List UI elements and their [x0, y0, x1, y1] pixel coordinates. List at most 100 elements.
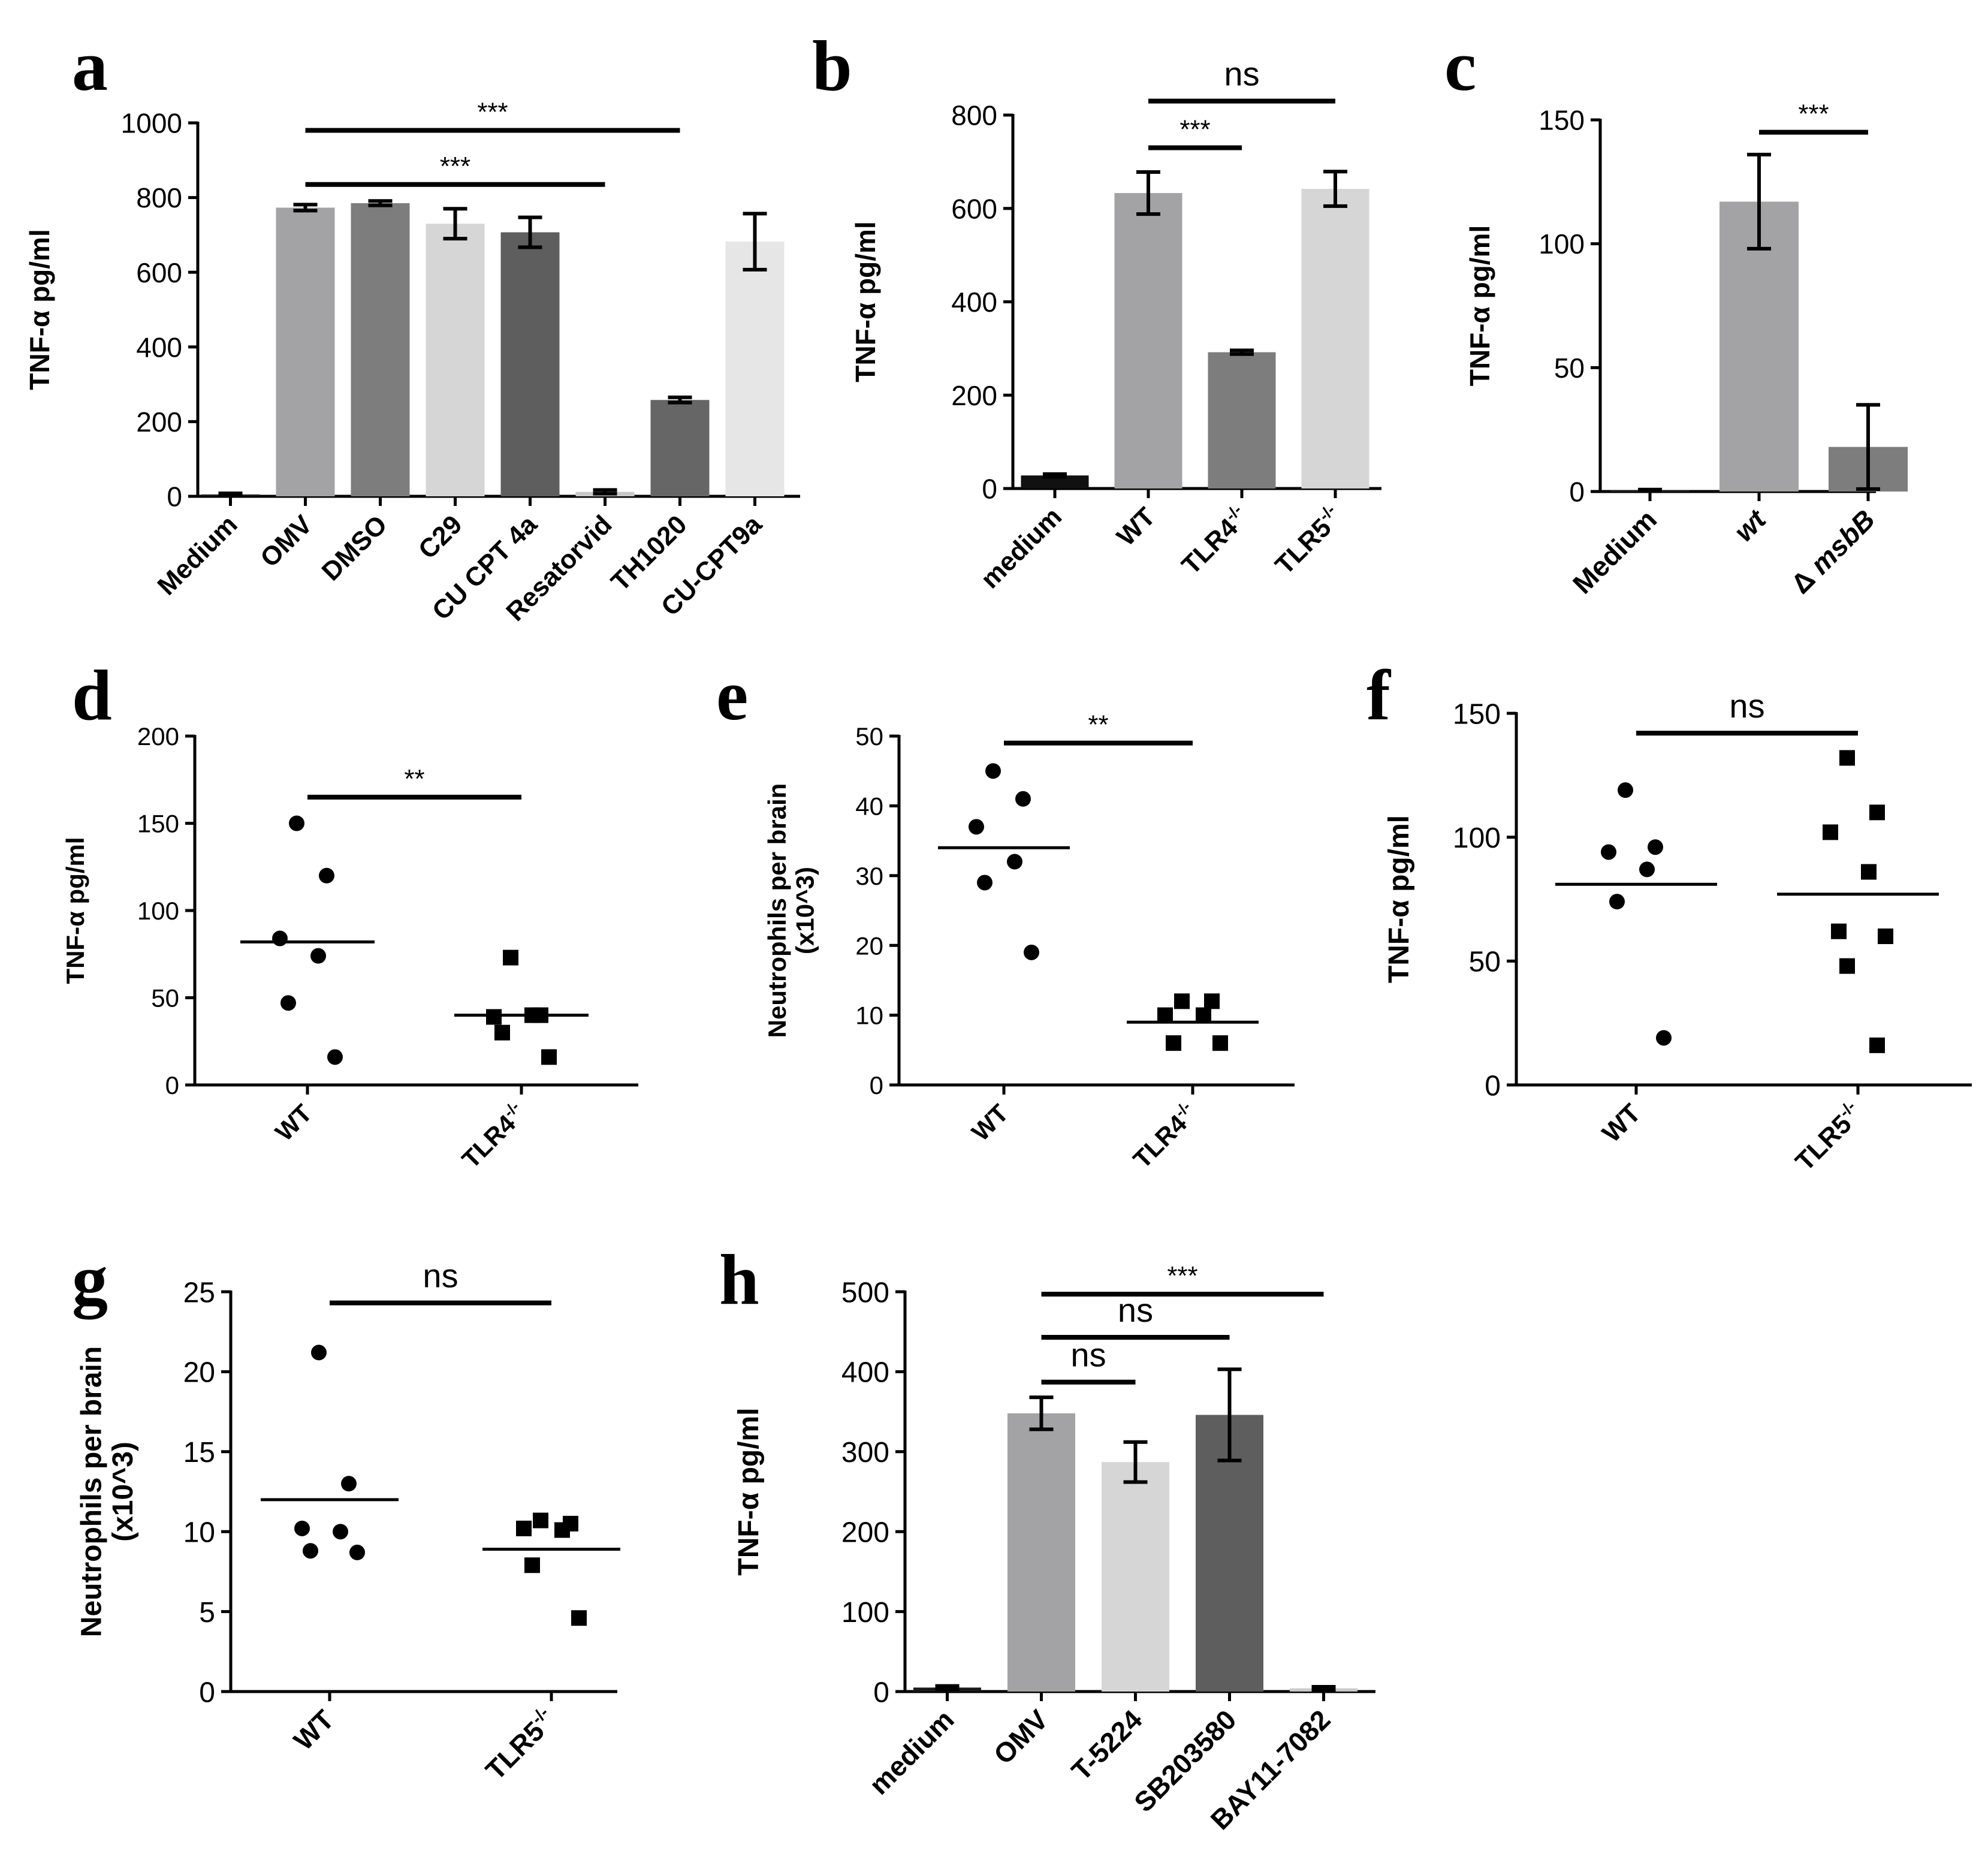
y-tick-label: 200: [841, 1517, 889, 1548]
significance-label: ***: [1167, 1261, 1197, 1291]
data-point: [319, 867, 334, 884]
y-tick-label: 10: [855, 1002, 883, 1030]
x-tick-label: medium: [975, 502, 1067, 594]
data-point: [503, 949, 518, 966]
y-tick-label: 400: [841, 1357, 889, 1389]
bar: [276, 207, 335, 496]
data-point: [494, 1024, 510, 1041]
y-tick-label: 200: [951, 380, 997, 411]
panel-f: f 0 50 100 150 TNF-α pg/ml WT TLR5-/- ns: [1366, 655, 1972, 1177]
y-axis-label: TNF-α pg/ml: [733, 1407, 765, 1575]
panel-label-c: c: [1444, 26, 1476, 105]
y-tick-label: 200: [136, 406, 182, 438]
x-tick-label: DMSO: [316, 510, 393, 586]
bar: [1021, 475, 1089, 489]
y-tick-label: 500: [841, 1277, 889, 1309]
x-tick-label: OMV: [988, 1704, 1054, 1770]
data-point: [311, 1344, 327, 1361]
y-tick-label: 100: [1538, 228, 1585, 260]
bar: [650, 400, 710, 496]
data-point: [1656, 1030, 1672, 1046]
y-tick-label: 20: [855, 931, 883, 960]
data-point: [1204, 993, 1220, 1009]
data-point: [571, 1610, 587, 1626]
significance-label: ***: [477, 97, 508, 126]
data-point: [272, 930, 288, 946]
y-axis-label-line: Neutrophils per brain: [76, 1346, 107, 1637]
data-point: [341, 1476, 357, 1492]
y-tick-label: 50: [1469, 946, 1501, 978]
data-point: [486, 1009, 502, 1025]
data-point: [1157, 1007, 1173, 1023]
data-point: [1015, 791, 1031, 807]
bar: [500, 232, 560, 496]
y-tick-label: 20: [183, 1357, 215, 1389]
y-axis-label-line: (x10^3): [791, 867, 819, 954]
data-point: [516, 1520, 532, 1536]
y-tick-label: 150: [1538, 105, 1585, 136]
x-tick-label: TLR5-/-: [479, 1703, 562, 1786]
data-point: [524, 1557, 540, 1573]
data-point: [1869, 804, 1885, 821]
significance-label: ns: [1224, 55, 1259, 93]
panel-b: b 0 200 400 600 800 TNF-α pg/ml medium WT TLR4-/-…: [812, 26, 1381, 594]
data-point: [1823, 824, 1838, 840]
bar: [1208, 352, 1276, 489]
x-tick-label: wt: [1728, 503, 1772, 547]
data-point: [1609, 894, 1625, 910]
data-point: [1831, 923, 1847, 939]
data-point: [1212, 1035, 1228, 1051]
significance-label: **: [404, 764, 424, 794]
y-tick-label: 10: [183, 1517, 215, 1548]
y-axis-label: Neutrophils per brain(x10^3): [763, 783, 819, 1038]
data-point: [1024, 944, 1039, 960]
panel-h: h 0 100 200 300 400 500 TNF-α pg/ml medium OMV T-5…: [719, 1240, 1375, 1835]
y-axis-label: TNF-α pg/ml: [1464, 225, 1495, 386]
y-tick-label: 600: [136, 257, 182, 288]
data-point: [1839, 958, 1855, 974]
data-point: [1861, 864, 1877, 880]
data-point: [985, 763, 1001, 779]
y-tick-label: 50: [151, 984, 179, 1012]
x-tick-label: TLR4-/-: [1175, 501, 1254, 580]
x-tick-label: medium: [863, 1704, 960, 1800]
y-tick-label: 150: [137, 810, 179, 838]
y-tick-label: 0: [165, 1071, 179, 1099]
x-tick-label: WT: [270, 1099, 318, 1147]
data-point: [1166, 1035, 1181, 1051]
significance-label: **: [1088, 710, 1108, 740]
data-point: [303, 1543, 318, 1559]
panel-label-d: d: [72, 655, 112, 735]
significance-label: ns: [423, 1257, 458, 1295]
y-tick-label: 300: [841, 1437, 889, 1469]
data-point: [310, 948, 326, 964]
x-tick-label: TLR4-/-: [455, 1098, 532, 1174]
panel-label-g: g: [72, 1240, 108, 1320]
x-tick-label: WT: [288, 1704, 340, 1756]
y-tick-label: 800: [951, 100, 997, 131]
panel-d: d 0 50 100 150 200 TNF-α pg/ml WT TLR4-/- **: [61, 655, 638, 1174]
x-tick-label: WT: [1111, 502, 1161, 551]
data-point: [289, 815, 304, 831]
bar: [1102, 1462, 1169, 1692]
y-tick-label: 0: [199, 1677, 215, 1708]
bar: [1301, 189, 1369, 489]
x-tick-label: TLR4-/-: [1127, 1098, 1203, 1174]
x-tick-label: OMV: [255, 510, 318, 573]
x-tick-label: WT: [966, 1099, 1014, 1147]
data-point: [969, 819, 984, 835]
y-tick-label: 1000: [121, 108, 182, 139]
y-axis-label-line: Neutrophils per brain: [763, 783, 791, 1038]
data-point: [1639, 861, 1655, 878]
x-tick-label: T-5224: [1066, 1704, 1148, 1786]
y-axis-label-line: (x10^3): [107, 1442, 139, 1542]
bar: [1007, 1413, 1075, 1692]
significance-label: ***: [1179, 115, 1210, 144]
y-axis-label: TNF-α pg/ml: [850, 221, 881, 382]
data-point: [333, 1524, 348, 1540]
y-tick-label: 0: [167, 481, 182, 513]
panel-c: c 0 50 100 150 TNF-α pg/ml Medium wt Δ msbB ***: [1444, 26, 1908, 599]
data-point: [1878, 929, 1893, 944]
data-point: [1869, 1037, 1885, 1053]
data-point: [554, 1522, 570, 1538]
